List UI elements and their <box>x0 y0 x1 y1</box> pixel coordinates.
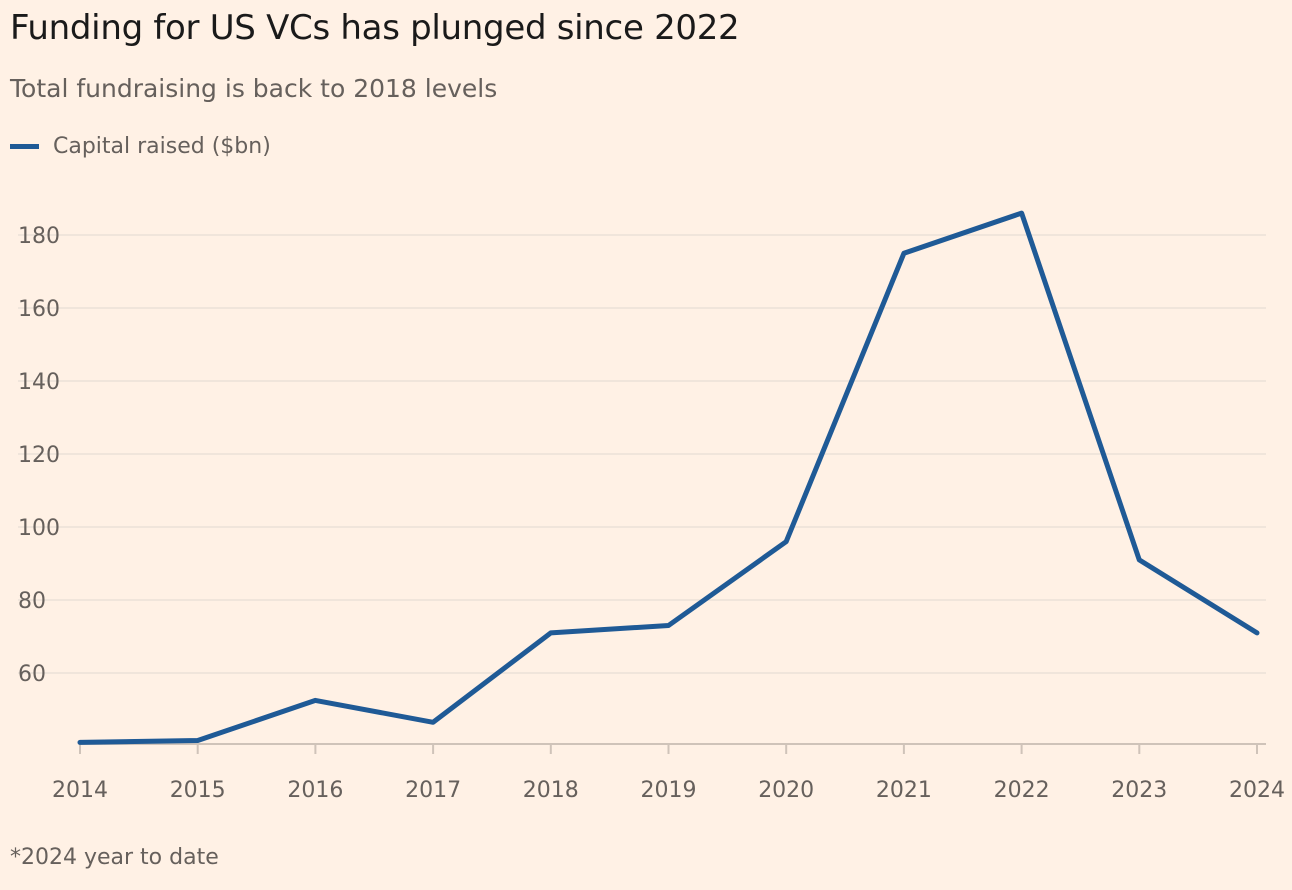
series-layer <box>77 210 1260 745</box>
y-tick-label: 60 <box>18 662 46 687</box>
legend-swatch <box>10 144 39 149</box>
x-axis <box>79 743 1266 754</box>
x-tick-label: 2014 <box>52 778 108 803</box>
y-tick-label: 160 <box>18 297 60 322</box>
y-tick-label: 80 <box>18 589 46 614</box>
x-tick-label: 2019 <box>641 778 697 803</box>
legend: Capital raised ($bn) <box>10 134 271 159</box>
x-tick-label: 2016 <box>287 778 343 803</box>
chart-subtitle: Total fundraising is back to 2018 levels <box>10 74 498 103</box>
y-axis-labels: 60 80 100 120 140 160 180 <box>18 224 60 687</box>
x-tick-label: 2021 <box>876 778 932 803</box>
gridlines <box>18 234 1266 674</box>
y-tick-label: 180 <box>18 224 60 249</box>
x-tick-label: 2022 <box>994 778 1050 803</box>
series-line-0 <box>77 210 1260 745</box>
x-tick-label: 2023 <box>1111 778 1167 803</box>
x-axis-labels: 2014 2015 2016 2017 2018 2019 2020 2021 2022 2023… <box>52 778 1285 803</box>
x-tick-label: 2015 <box>170 778 226 803</box>
y-tick-label: 140 <box>18 370 60 395</box>
x-tick-label: 2018 <box>523 778 579 803</box>
footnote: *2024 year to date <box>10 845 219 870</box>
x-tick-label: 2020 <box>758 778 814 803</box>
y-tick-label: 100 <box>18 516 60 541</box>
legend-label: Capital raised ($bn) <box>53 134 271 159</box>
x-tick-label: 2024 <box>1229 778 1285 803</box>
x-tick-label: 2017 <box>405 778 461 803</box>
chart-title: Funding for US VCs has plunged since 202… <box>10 8 740 48</box>
y-tick-label: 120 <box>18 443 60 468</box>
